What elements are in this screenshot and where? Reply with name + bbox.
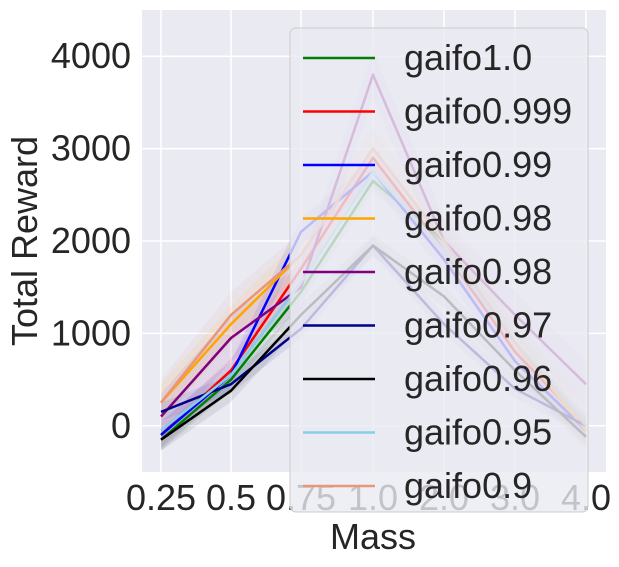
- legend-label-3: gaifo0.98: [404, 198, 552, 239]
- legend-label-8: gaifo0.9: [404, 465, 532, 506]
- x-axis-label: Mass: [330, 516, 416, 557]
- y-tick-label: 0: [111, 405, 131, 446]
- series-band-8: [161, 125, 586, 449]
- legend-label-5: gaifo0.97: [404, 305, 552, 346]
- legend-box: [289, 27, 589, 513]
- legend-label-7: gaifo0.95: [404, 412, 552, 453]
- legend: gaifo1.0 gaifo0.999 gaifo0.99 gaifo0.98 gaif…: [289, 27, 589, 513]
- y-tick-label: 2000: [51, 220, 131, 261]
- confidence-bands: [161, 51, 586, 451]
- y-tick-label: 3000: [51, 128, 131, 169]
- y-tick-label: 4000: [51, 35, 131, 76]
- y-tick-labels: 0 1000 2000 3000 4000: [51, 35, 131, 446]
- legend-label-0: gaifo1.0: [404, 37, 532, 78]
- y-axis-label: Total Reward: [4, 136, 45, 346]
- y-tick-label: 1000: [51, 312, 131, 353]
- x-tick-label: 0.25: [126, 477, 196, 518]
- legend-label-6: gaifo0.96: [404, 358, 552, 399]
- x-tick-label: 0.5: [206, 477, 256, 518]
- legend-label-1: gaifo0.999: [404, 91, 572, 132]
- legend-label-4: gaifo0.98: [404, 251, 552, 292]
- legend-label-2: gaifo0.99: [404, 144, 552, 185]
